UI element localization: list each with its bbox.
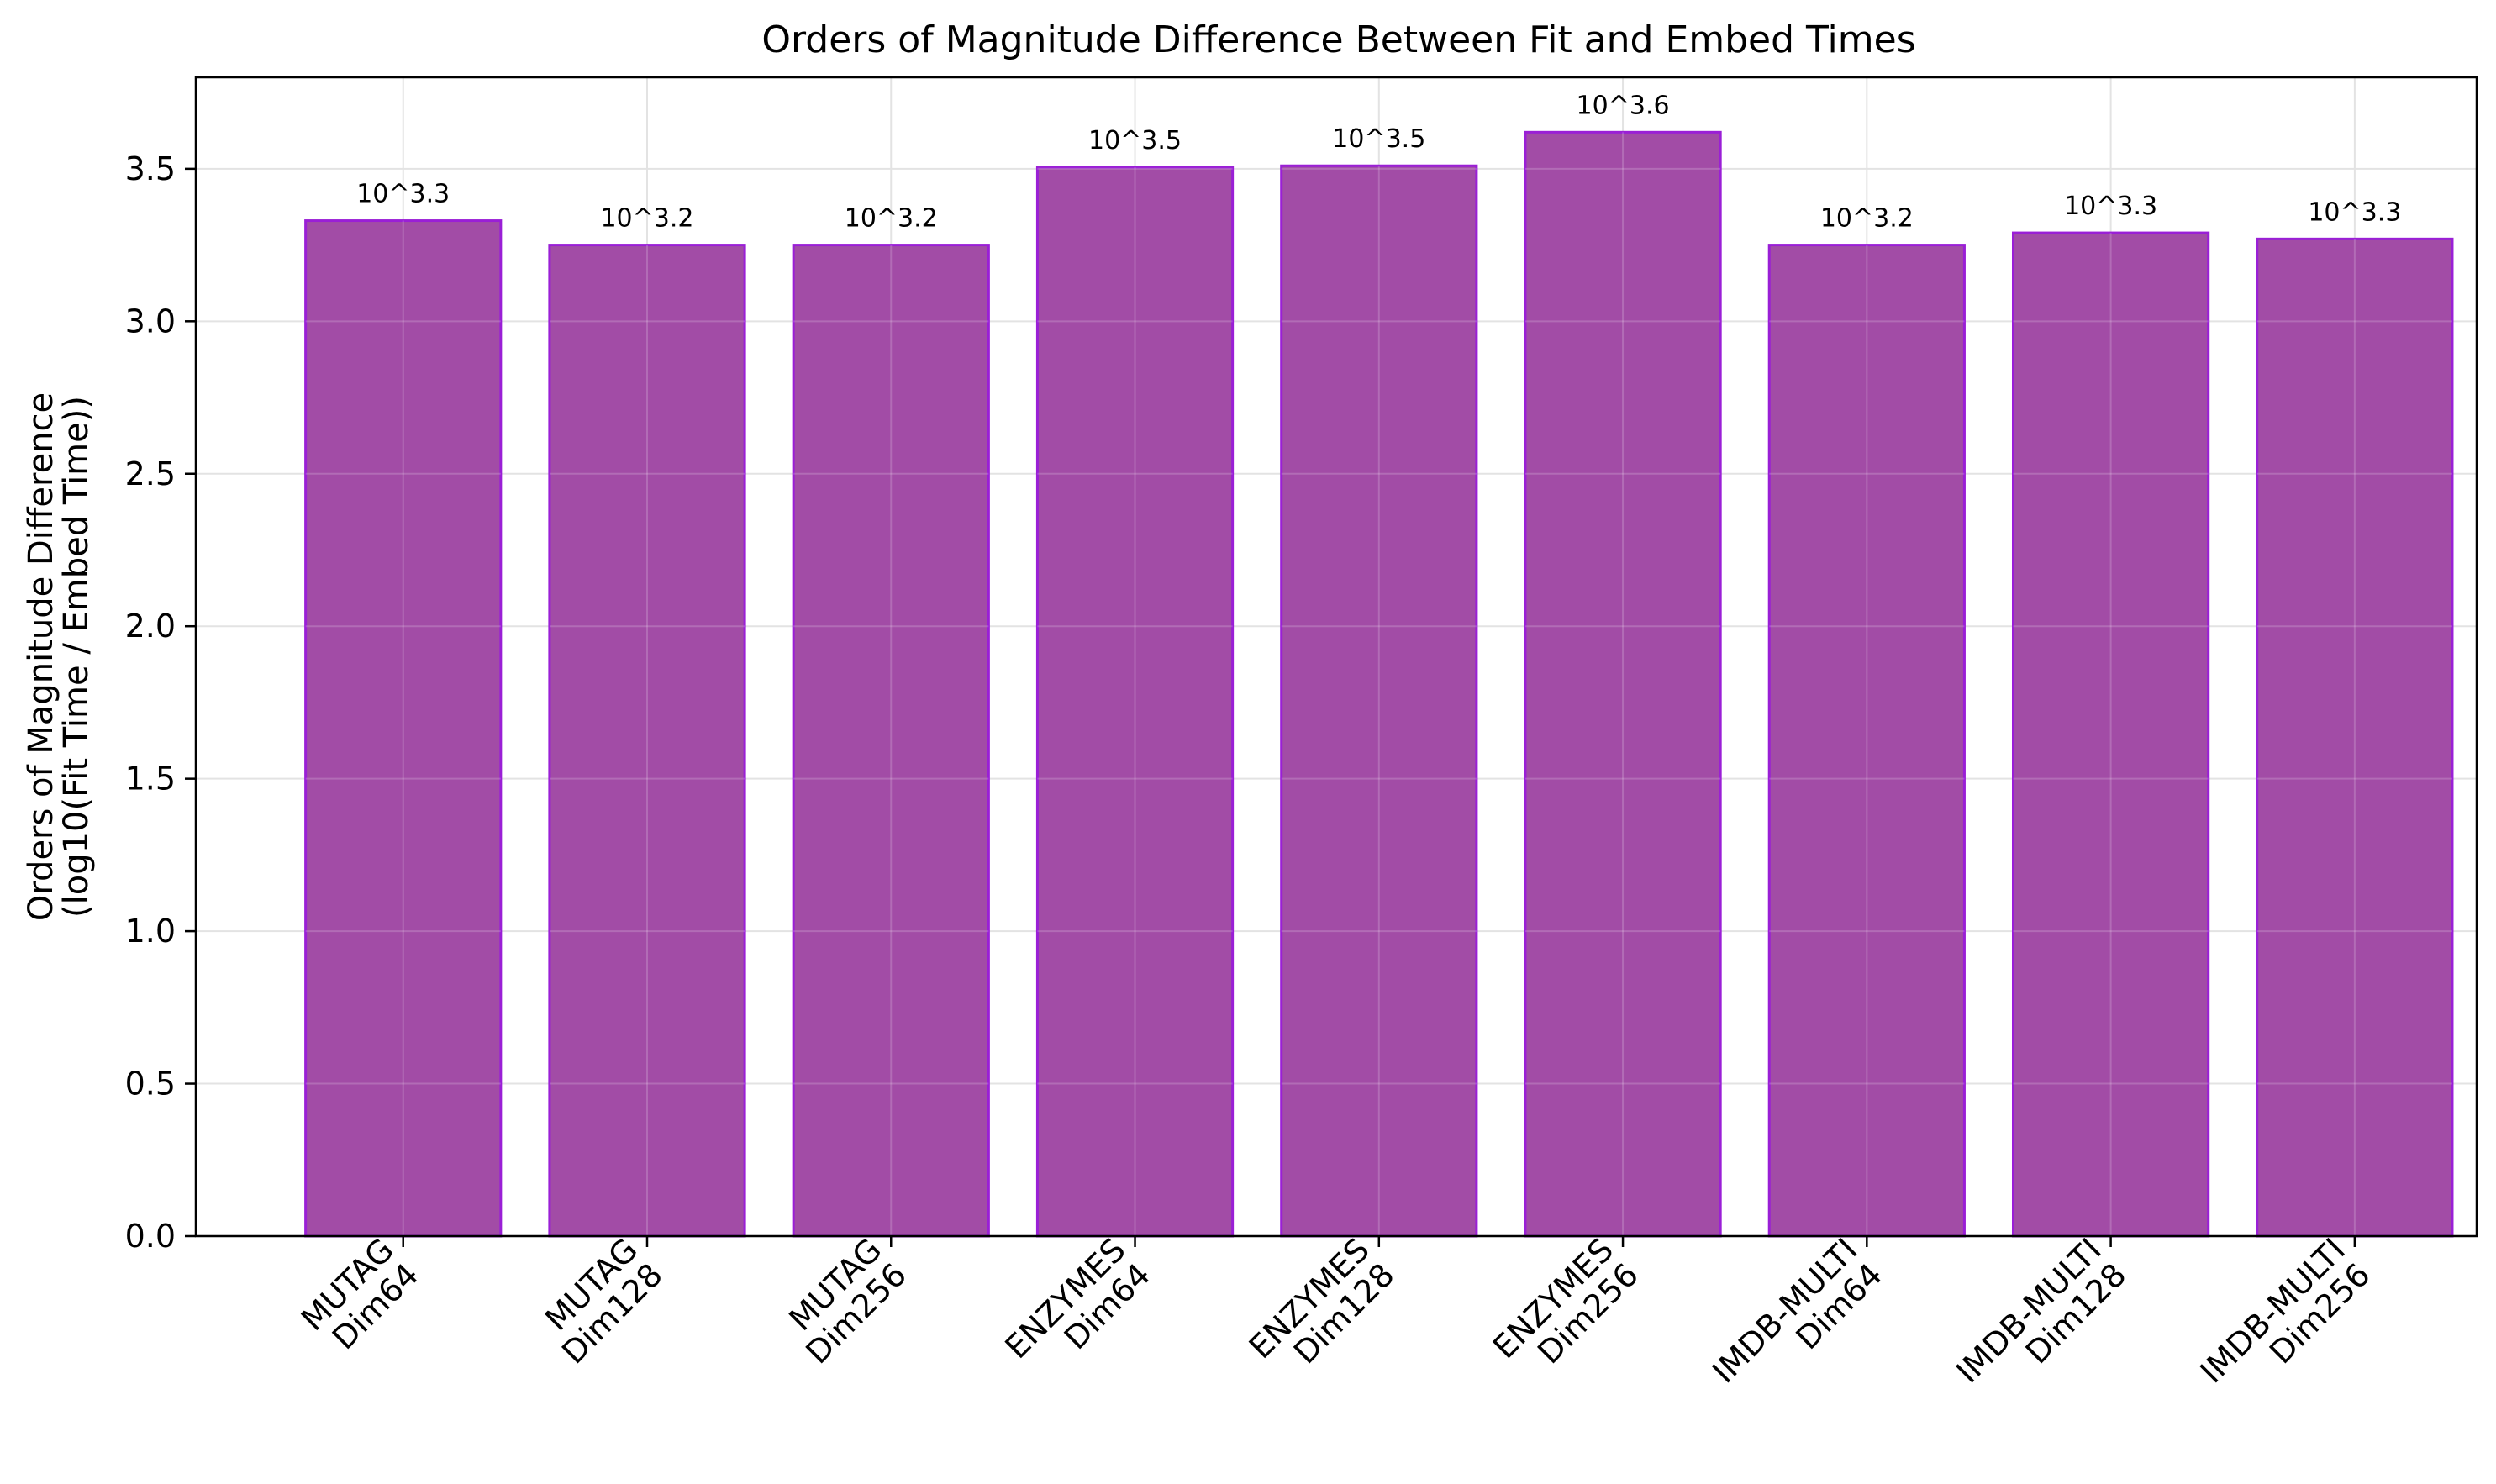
bar (1524, 130, 1722, 1238)
y-axis-label: Orders of Magnitude Difference(log10(Fit… (22, 392, 96, 921)
data-labels: 10^3.3 10^3.2 10^3.2 10^3.5 10^3.5 10^3.6 10^3… (356, 91, 2401, 233)
bar (1035, 166, 1235, 1238)
plot-frame (194, 76, 2478, 1238)
y-tick-label: 0.5 (125, 1066, 176, 1102)
data-label: 10^3.3 (2308, 197, 2401, 227)
data-label: 10^3.3 (356, 180, 450, 209)
data-label: 10^3.2 (845, 204, 938, 234)
y-tick-label: 1.5 (125, 760, 176, 797)
y-tick-label: 2.5 (125, 455, 176, 492)
y-axis-label-line: Orders of Magnitude Difference (22, 392, 61, 921)
y-tick-label: 3.5 (125, 150, 176, 187)
bar (792, 244, 990, 1238)
bar (2256, 237, 2454, 1238)
y-axis-label-line: (log10(Fit Time / Embed Time)) (57, 396, 96, 918)
bars (304, 130, 2454, 1238)
chart-title: Orders of Magnitude Difference Between F… (761, 18, 1915, 61)
data-label: 10^3.5 (1332, 124, 1425, 154)
y-tick-label: 2.0 (125, 608, 176, 645)
y-tick-label: 3.0 (125, 303, 176, 339)
data-label: 10^3.5 (1088, 126, 1182, 155)
y-tick-label: 1.0 (125, 913, 176, 950)
data-label: 10^3.6 (1577, 91, 1670, 120)
data-label: 10^3.2 (1820, 204, 1914, 234)
bar (1280, 164, 1478, 1238)
bar (548, 244, 746, 1238)
bar (304, 219, 503, 1238)
bar (1767, 244, 1966, 1238)
bar (2011, 231, 2210, 1238)
data-label: 10^3.2 (600, 204, 693, 234)
data-label: 10^3.3 (2064, 192, 2157, 221)
y-tick-label: 0.0 (125, 1218, 176, 1255)
